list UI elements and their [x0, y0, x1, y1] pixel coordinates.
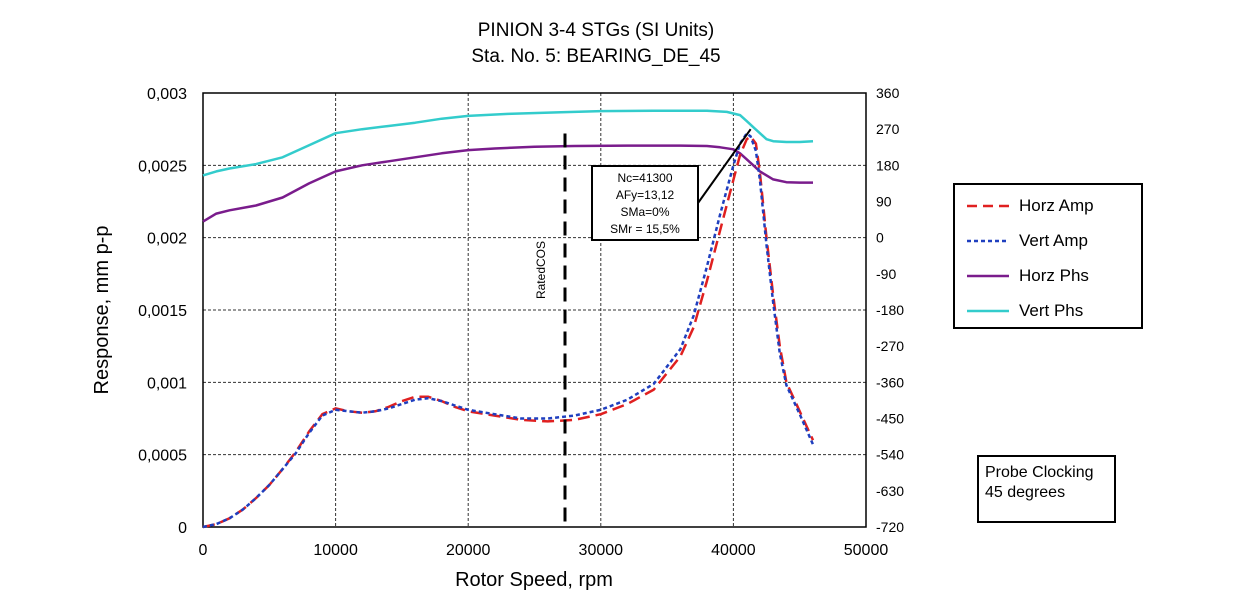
y-tick-label: 0,0015: [138, 303, 187, 320]
y2-tick-label: -450: [876, 411, 904, 427]
legend-swatch-vert-phs: [967, 309, 1009, 313]
y-axis-ticks: 0 0,0005 0,001 0,0015 0,002 0,0025 0,003: [138, 86, 187, 537]
x-tick-label: 0: [199, 542, 208, 559]
legend-swatch-vert-amp: [967, 239, 1009, 243]
y-tick-label: 0,003: [147, 86, 187, 103]
y2-tick-label: 180: [876, 157, 900, 173]
rated-speed-label: RatedCOS: [534, 241, 548, 299]
series-vert-amp-line: [202, 132, 815, 529]
y-tick-label: 0,0025: [138, 158, 187, 175]
legend-swatch-horz-phs: [967, 274, 1009, 278]
legend-label-horz-amp: Horz Amp: [1019, 196, 1094, 215]
y-tick-label: 0,002: [147, 231, 187, 248]
legend-item-vert-phs: Vert Phs: [967, 301, 1083, 321]
legend-label-horz-phs: Horz Phs: [1019, 266, 1089, 285]
y-tick-label: 0: [178, 520, 187, 537]
x-tick-label: 30000: [579, 542, 624, 559]
y2-tick-label: -360: [876, 374, 904, 390]
probe-clocking-note: Probe Clocking 45 degrees: [977, 455, 1116, 523]
annotation-line-2: AFy=13,12: [616, 188, 675, 202]
annotation-line-3: SMa=0%: [620, 205, 669, 219]
x-tick-label: 10000: [313, 542, 358, 559]
annotation-pointer: [697, 128, 752, 204]
x-axis-ticks: 0 10000 20000 30000 40000 50000: [199, 542, 889, 559]
y2-tick-label: -270: [876, 338, 904, 354]
legend-swatch-horz-amp: [967, 204, 1009, 208]
series-vert-phs-line: [202, 109, 814, 177]
x-tick-label: 50000: [844, 542, 889, 559]
y2-tick-label: -630: [876, 483, 904, 499]
legend-item-horz-phs: Horz Phs: [967, 266, 1089, 286]
y2-tick-label: -720: [876, 519, 904, 535]
annotation-line-1: Nc=41300: [617, 171, 672, 185]
y2-tick-label: -90: [876, 266, 896, 282]
legend-item-horz-amp: Horz Amp: [967, 196, 1094, 216]
y-axis-label: Response, mm p-p: [91, 226, 113, 395]
y2-axis-ticks: -720 -630 -540 -450 -360 -270 -180 -90 0 90 180 270…: [876, 85, 904, 535]
y2-tick-label: 0: [876, 230, 884, 246]
series-layer: [202, 109, 815, 529]
legend-label-vert-amp: Vert Amp: [1019, 231, 1088, 250]
critical-speed-annotation: Nc=41300 AFy=13,12 SMa=0% SMr = 15,5%: [591, 128, 752, 241]
y2-tick-label: -180: [876, 302, 904, 318]
chart-title: PINION 3-4 STGs (SI Units): [478, 20, 714, 41]
legend: Horz Amp Vert Amp Horz Phs Vert Phs: [953, 183, 1143, 329]
chart-subtitle: Sta. No. 5: BEARING_DE_45: [471, 46, 720, 67]
x-axis-label: Rotor Speed, rpm: [455, 569, 613, 591]
legend-item-vert-amp: Vert Amp: [967, 231, 1088, 251]
annotation-box: [591, 165, 699, 241]
note-line-1: Probe Clocking: [985, 464, 1094, 481]
series-horz-phs-line: [202, 144, 813, 223]
y-tick-label: 0,0005: [138, 448, 187, 465]
y-tick-label: 0,001: [147, 375, 187, 392]
x-tick-label: 20000: [446, 542, 491, 559]
plot-frame: [202, 92, 867, 528]
legend-label-vert-phs: Vert Phs: [1019, 301, 1084, 320]
note-line-2: 45 degrees: [985, 484, 1066, 501]
y2-tick-label: -540: [876, 447, 904, 463]
y2-tick-label: 270: [876, 121, 900, 137]
reference-layer: RatedCOS: [534, 133, 567, 527]
annotation-line-4: SMr = 15,5%: [610, 222, 680, 236]
y2-tick-label: 90: [876, 194, 892, 210]
x-tick-label: 40000: [711, 542, 756, 559]
y2-tick-label: 360: [876, 85, 900, 101]
